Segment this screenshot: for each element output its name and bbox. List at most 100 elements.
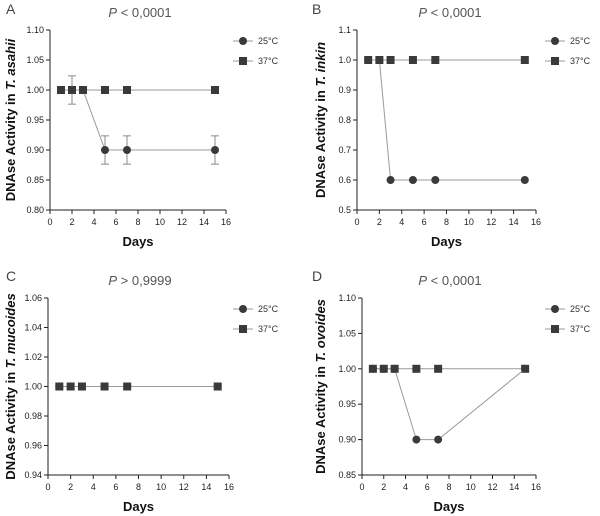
- x-axis-title: Days: [431, 234, 462, 249]
- x-axis-title: Days: [123, 499, 154, 514]
- chart-panel-b: B P < 0,0001 0 2 4 6 8 10 12 14 16 0.5 0.6 0.7 0.8 0.9 1…: [312, 1, 591, 249]
- x-tick-label: 0: [47, 217, 52, 227]
- y-axis-title: DNAse Activity in T. mucoides: [3, 293, 18, 479]
- legend-label-37c: 37°C: [258, 324, 279, 334]
- legend-marker-square: [551, 57, 559, 65]
- y-tick-label: 0.7: [338, 145, 351, 155]
- legend-label-37c: 37°C: [258, 56, 279, 66]
- x-tick-label: 10: [155, 217, 165, 227]
- y-axis-title-species: T. inkin: [313, 42, 328, 87]
- x-tick-label: 2: [377, 217, 382, 227]
- legend-label-37c: 37°C: [570, 324, 591, 334]
- point-marker-circle: [375, 56, 384, 64]
- x-tick-label: 12: [486, 217, 496, 227]
- x-axis-title: Days: [433, 499, 464, 514]
- p-value-text: < 0,0001: [427, 273, 482, 288]
- legend-label-37c: 37°C: [570, 56, 591, 66]
- point-marker-circle: [390, 364, 399, 373]
- x-tick-label: 0: [359, 482, 364, 492]
- point-marker-circle: [408, 176, 417, 184]
- x-tick-label: 4: [91, 217, 96, 227]
- series-line: [61, 89, 215, 151]
- point-marker-square: [386, 56, 395, 64]
- legend: 25°C 37°C: [545, 304, 591, 334]
- x-tick-label: 0: [45, 482, 50, 492]
- x-tick-label: 2: [381, 482, 386, 492]
- panel-letter: B: [312, 1, 321, 17]
- y-tick-label: 1.1: [338, 25, 351, 35]
- point-marker-circle: [434, 435, 443, 444]
- x-tick-label: 8: [446, 482, 451, 492]
- legend-label-25c: 25°C: [570, 36, 591, 46]
- p-value: P < 0,0001: [418, 273, 481, 288]
- chart-panel-a: A P < 0,0001 0 2 4 6 8 10 12 14 16 0.80 0.85 0.90 0.95…: [3, 1, 279, 249]
- y-tick-label: 0.98: [24, 411, 42, 421]
- x-tick-label: 6: [113, 482, 118, 492]
- p-value: P < 0,0001: [108, 5, 171, 20]
- series-line: [368, 59, 525, 181]
- y-axis-title: DNAse Activity in T. inkin: [313, 42, 328, 198]
- point-marker-circle: [364, 56, 373, 64]
- p-symbol: P: [108, 273, 117, 288]
- point-marker-circle: [520, 176, 529, 184]
- y-tick-label: 0.95: [26, 115, 44, 125]
- y-tick-label: 1.10: [338, 293, 356, 303]
- x-tick-label: 10: [466, 482, 476, 492]
- point-marker-square: [101, 86, 109, 94]
- x-tick-label: 4: [91, 482, 96, 492]
- point-marker-square: [434, 364, 443, 373]
- point-marker-circle: [213, 382, 222, 391]
- x-tick-label: 12: [487, 482, 497, 492]
- point-marker-circle: [379, 364, 388, 373]
- y-axis-title-prefix: DNAse Activity in: [313, 362, 328, 474]
- legend: 25°C 37°C: [233, 36, 279, 66]
- series-25c: [55, 382, 222, 391]
- series-37c: [364, 56, 529, 64]
- legend-marker-square: [239, 325, 247, 333]
- point-marker-circle: [211, 146, 219, 154]
- point-marker-circle: [77, 382, 86, 391]
- legend-marker-circle: [551, 37, 559, 45]
- point-marker-circle: [412, 435, 421, 444]
- x-tick-label: 16: [224, 482, 234, 492]
- legend: 25°C 37°C: [545, 36, 591, 66]
- y-tick-label: 0.90: [338, 435, 356, 445]
- x-tick-label: 14: [201, 482, 211, 492]
- x-tick-label: 8: [135, 217, 140, 227]
- y-tick-label: 0.85: [26, 175, 44, 185]
- legend-marker-circle: [239, 305, 247, 313]
- x-tick-label: 14: [509, 482, 519, 492]
- y-tick-label: 1.04: [24, 323, 42, 333]
- chart-panel-d: D P < 0,0001 0 2 4 6 8 10 12 14 16 0.85 0.90 0.95 1.00…: [312, 268, 591, 514]
- x-tick-label: 16: [221, 217, 231, 227]
- y-tick-label: 0.6: [338, 175, 351, 185]
- y-axis-title: DNAse Activity in T. ovoides: [313, 299, 328, 474]
- point-marker-circle: [79, 86, 87, 94]
- legend-marker-circle: [239, 37, 247, 45]
- p-value: P < 0,0001: [418, 5, 481, 20]
- point-marker-circle: [431, 176, 440, 184]
- x-tick-label: 10: [464, 217, 474, 227]
- p-value-text: < 0,0001: [117, 5, 172, 20]
- point-marker-circle: [386, 176, 395, 184]
- y-tick-label: 0.85: [338, 470, 356, 480]
- y-tick-label: 0.8: [338, 115, 351, 125]
- y-tick-label: 0.96: [24, 441, 42, 451]
- x-tick-label: 6: [425, 482, 430, 492]
- x-tick-label: 12: [179, 482, 189, 492]
- chart-panel-c: C P > 0,9999 0 2 4 6 8 10 12 14 16 0.94 0.96 0.98 1.00…: [3, 268, 279, 514]
- point-marker-circle: [101, 146, 109, 154]
- y-tick-label: 1.00: [26, 85, 44, 95]
- point-marker-square: [211, 86, 219, 94]
- point-marker-circle: [68, 86, 76, 94]
- x-tick-label: 4: [399, 217, 404, 227]
- y-tick-label: 1.10: [26, 25, 44, 35]
- point-marker-circle: [123, 146, 131, 154]
- y-tick-label: 1.0: [338, 55, 351, 65]
- y-axis-title: DNAse Activity in T. asahii: [3, 38, 18, 201]
- x-tick-label: 2: [69, 217, 74, 227]
- x-tick-label: 4: [403, 482, 408, 492]
- y-axis-title-prefix: DNAse Activity in: [3, 368, 18, 480]
- y-tick-label: 1.05: [338, 328, 356, 338]
